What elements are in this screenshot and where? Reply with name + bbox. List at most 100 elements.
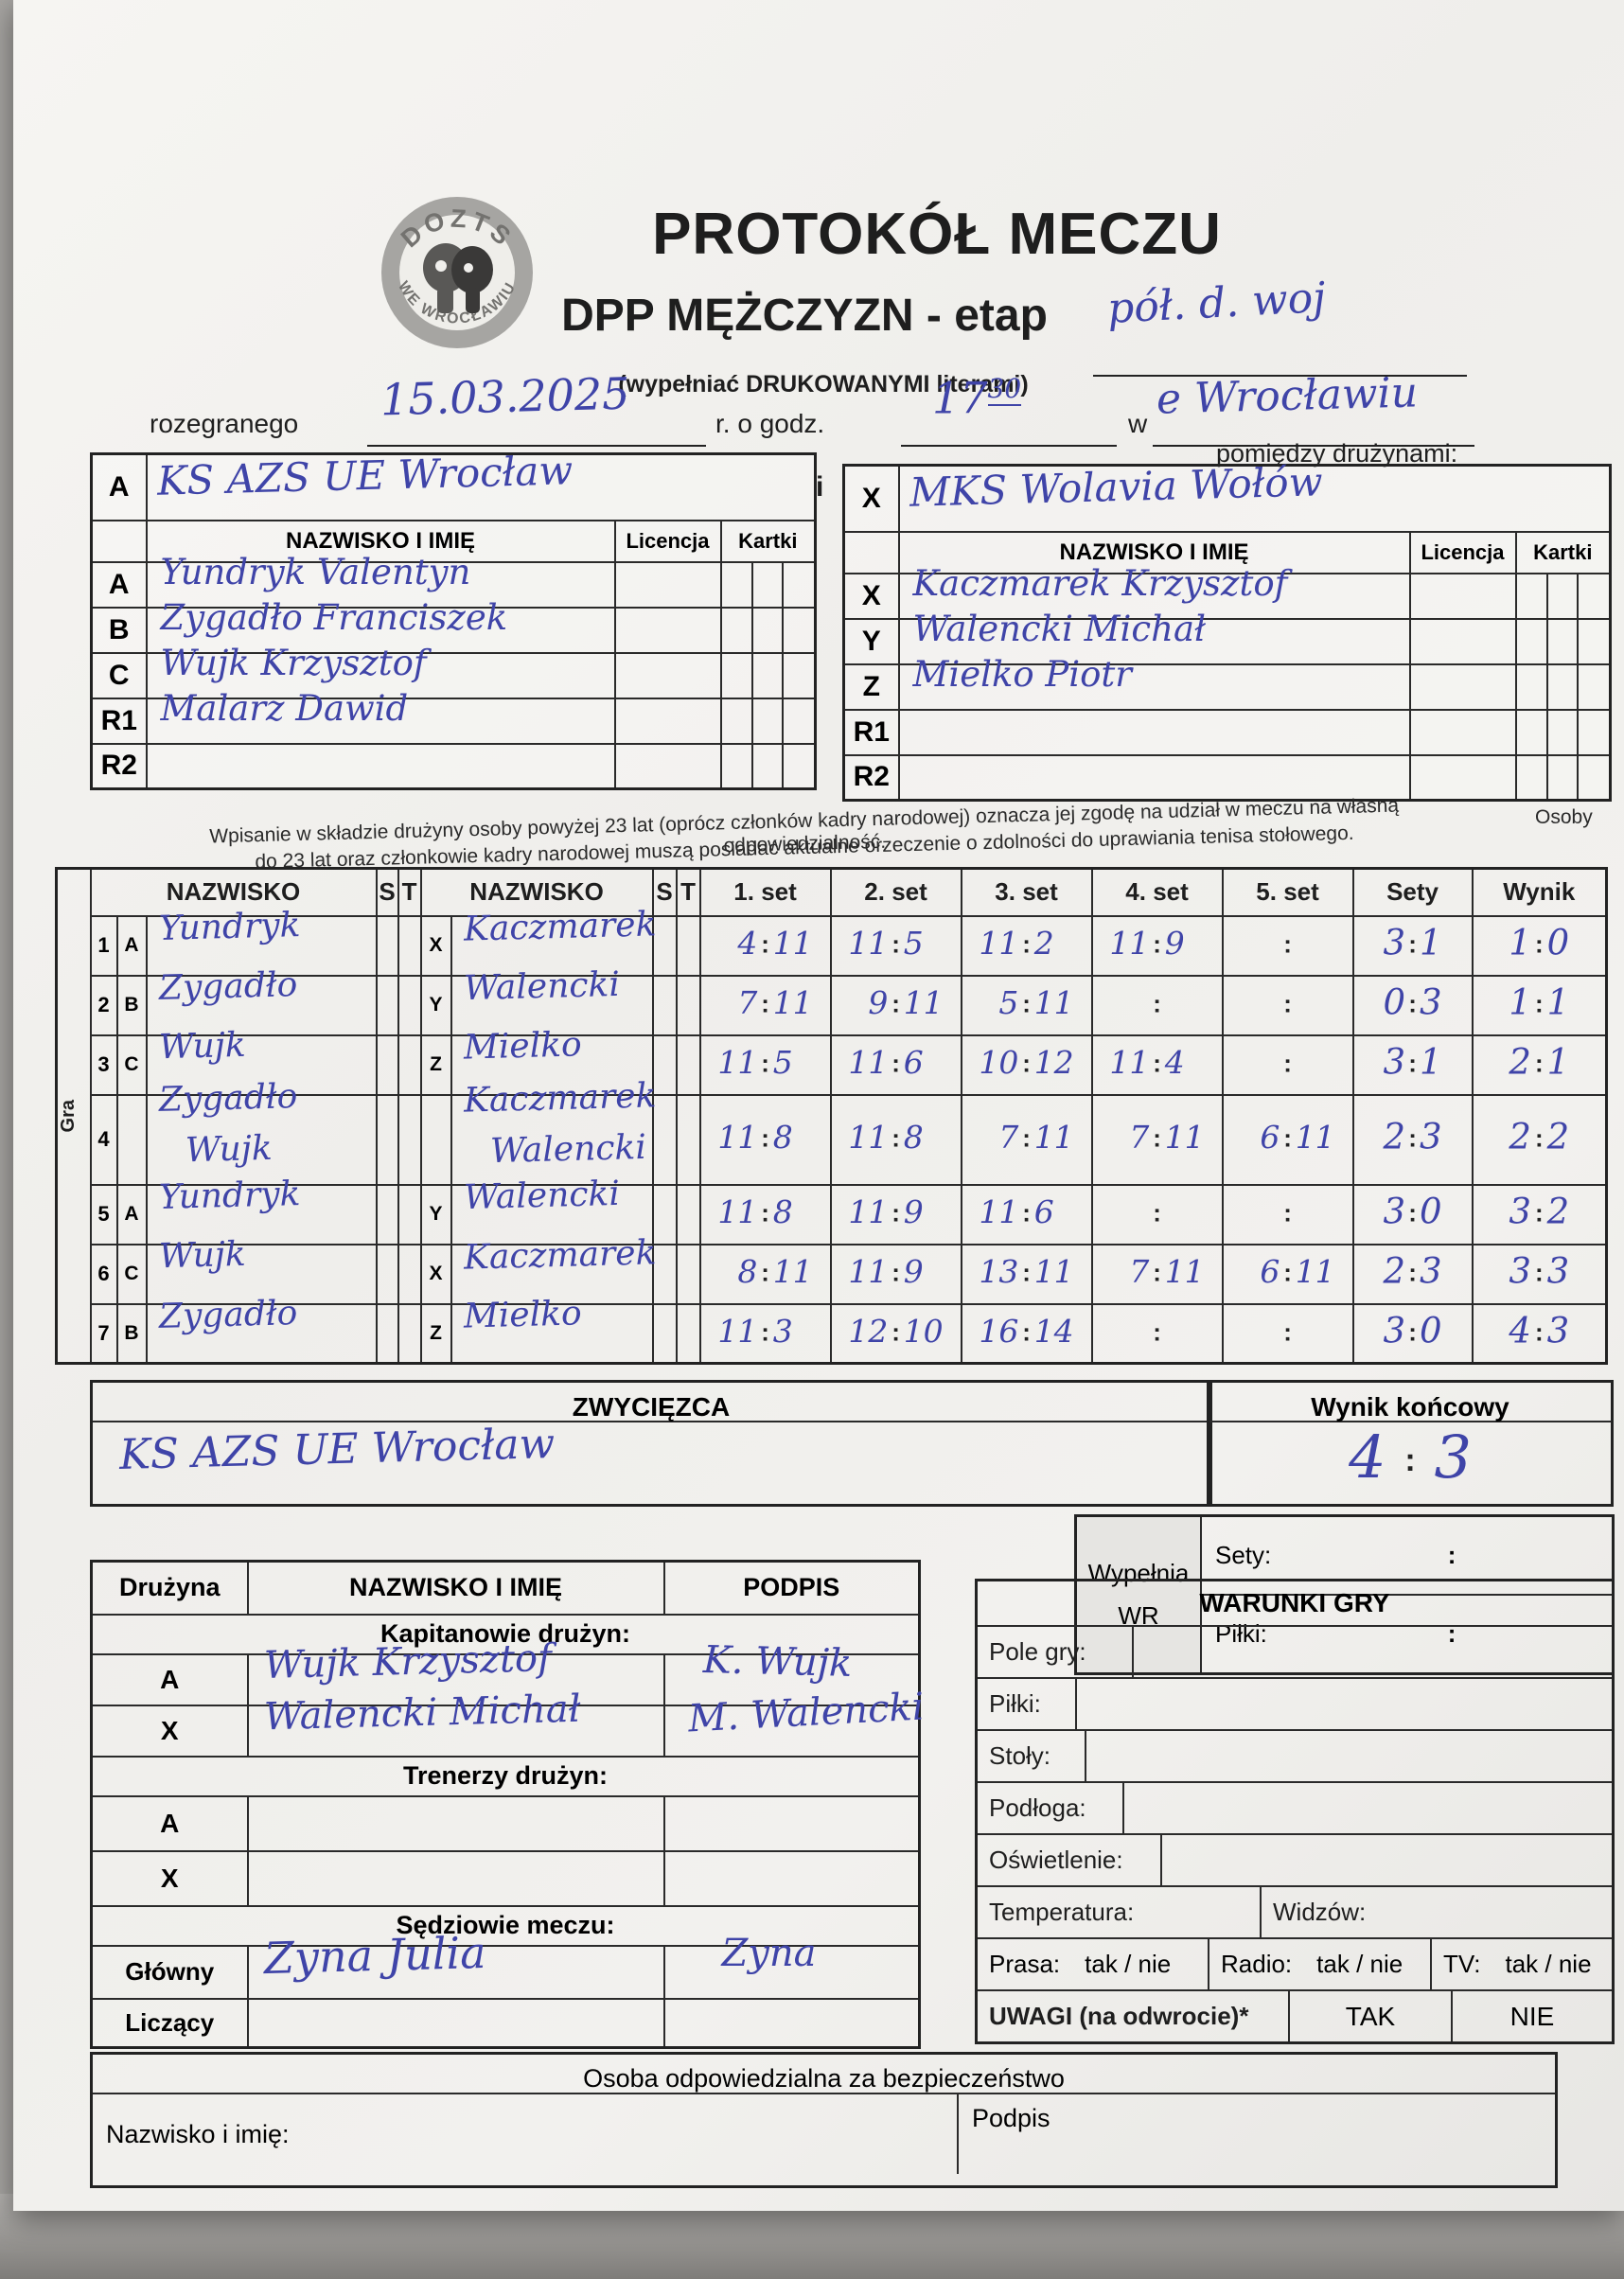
s-cell	[375, 1243, 399, 1305]
cards-cell	[719, 742, 817, 790]
match-row-1: 1 A Yundryk X Kaczmarek :4 11 :11 5 :11 2 :…	[57, 905, 1608, 977]
cards-cell	[1514, 662, 1612, 711]
cards-cell	[1514, 708, 1612, 756]
s-cell	[651, 1183, 678, 1246]
player-a-name-cell: Yundryk	[145, 1175, 378, 1246]
set-cell: :	[1221, 974, 1354, 1036]
captain-x-sign-cell: M. Walencki	[662, 1685, 925, 1758]
player-a-name-cell: Wujk	[145, 1025, 378, 1096]
set-cell: :	[1221, 1183, 1354, 1246]
set-cell: :11 8	[698, 1093, 832, 1186]
player-name-cell	[897, 708, 1411, 756]
security-row: Nazwisko i imię: Podpis	[93, 2094, 1555, 2174]
cond-row-temperatura: Temperatura: Widzów:	[978, 1885, 1612, 1937]
set-cell: :	[1090, 974, 1224, 1036]
wr-values: Sety: : Piłki: :	[1202, 1517, 1612, 1672]
gra-column: Gra	[55, 867, 92, 1365]
nazwisko-x-header: NAZWISKO	[419, 867, 654, 917]
time-hours: 17	[932, 372, 988, 424]
row-label: R1	[90, 697, 148, 745]
cond-row-podloga: Podłoga:	[978, 1781, 1612, 1833]
t-cell	[675, 1302, 701, 1365]
set-cell: :7 11	[698, 974, 832, 1036]
set-cell: :6 11	[1221, 1093, 1354, 1186]
game-no: 3	[89, 1034, 118, 1096]
player-name-cell	[145, 742, 616, 790]
set-cell: :	[1090, 1183, 1224, 1246]
set-cell: :13 11	[960, 1243, 1093, 1305]
captain-a-sign-cell: K. Wujk	[662, 1637, 921, 1706]
row-label: A	[90, 560, 148, 609]
t-cell	[397, 1093, 422, 1186]
uwagi-tak: TAK	[1290, 1991, 1453, 2041]
team-a-name-cell: KS AZS UE Wrocław	[145, 447, 817, 521]
referee-main-name-cell: Zyna Julia	[246, 1926, 665, 2000]
license-cell	[613, 742, 722, 790]
set4-header: 4. set	[1090, 867, 1224, 917]
coach-x-label: X	[90, 1849, 249, 1907]
player-name: Yundryk Valentyn	[160, 551, 471, 592]
coach-x-name-cell	[246, 1849, 665, 1907]
cards-cell	[719, 697, 817, 745]
match-row-2: 2 B Zygadło Y Walencki :7 11 :9 11 :5 11 : …	[57, 964, 1608, 1036]
team-a-name: KS AZS UE Wrocław	[155, 447, 574, 504]
player-name-cell: Walencki Michał	[897, 610, 1411, 665]
nazwisko-a-header: NAZWISKO	[89, 867, 378, 917]
t-cell	[397, 1302, 422, 1365]
player-name-cell: Wujk Krzysztof	[145, 645, 616, 699]
set-cell: :6 11	[1221, 1243, 1354, 1305]
player-x-name-cell: Kaczmarek	[450, 1233, 656, 1305]
t-header: T	[675, 867, 701, 917]
coach-a-sign-cell	[662, 1794, 921, 1852]
player-name: Walencki Michał	[912, 608, 1207, 649]
captain-a-name-cell: Wujk Krzysztof	[246, 1636, 665, 1706]
final-score-cell: : 4 3	[1349, 1422, 1472, 1492]
player-x-letter: Y	[419, 1183, 452, 1246]
set-cell: :8 11	[698, 1243, 832, 1305]
set-cell: :11 8	[829, 1093, 962, 1186]
wr-pilki-row: Piłki: :	[1215, 1619, 1456, 1648]
s-header: S	[375, 867, 399, 917]
winner-header: ZWYCIĘZCA	[93, 1383, 1209, 1422]
player-name: Mielko Piotr	[912, 653, 1132, 695]
referee-count-sign-cell	[662, 1997, 921, 2049]
security-name-label: Nazwisko i imię:	[93, 2094, 959, 2174]
license-cell	[1408, 617, 1517, 665]
row-label: R1	[842, 708, 900, 756]
referee-count-name-cell	[246, 1997, 665, 2049]
player-a-letter	[115, 1093, 148, 1186]
paddles-icon	[423, 243, 493, 313]
uwagi-nie: NIE	[1509, 2001, 1555, 2031]
row-label: R2	[842, 753, 900, 802]
s-cell	[651, 1034, 678, 1096]
s-cell	[375, 1093, 399, 1186]
set-cell: :12 10	[829, 1302, 962, 1365]
row-label: C	[90, 651, 148, 699]
row-label: B	[90, 606, 148, 654]
t-cell	[397, 974, 422, 1036]
set1-header: 1. set	[698, 867, 832, 917]
s-cell	[375, 1183, 399, 1246]
license-cell	[613, 697, 722, 745]
conditions-title: WARUNKI GRY	[1199, 1588, 1390, 1617]
match-row-3: 3 C Wujk Z Mielko :11 5 :11 6 :10 12 :11 4 :…	[57, 1025, 1608, 1096]
roster-a-header-spacer	[90, 519, 148, 563]
set-cell: :	[1221, 914, 1354, 977]
s-cell	[651, 1302, 678, 1365]
set-cell: :	[1090, 1302, 1224, 1365]
team-x-name: MKS Wolavia Wołów	[908, 458, 1323, 516]
set-cell: :11 4	[1090, 1034, 1224, 1096]
cards-cell	[719, 651, 817, 699]
final-score-box: Wynik końcowy : 4 3	[1207, 1380, 1614, 1507]
cond-row-stoly: Stoły:	[978, 1729, 1612, 1781]
player-x-name-cell: Walencki	[450, 1174, 654, 1246]
coach-a-label: A	[90, 1794, 249, 1852]
match-row-7: 7 B Zygadło Z Mielko :11 3 :12 10 :16 14 : …	[57, 1294, 1608, 1365]
fill-note: (wypełniać DRUKOWANYMI literami)	[618, 371, 1029, 398]
player-name: Wujk Krzysztof	[160, 642, 427, 683]
